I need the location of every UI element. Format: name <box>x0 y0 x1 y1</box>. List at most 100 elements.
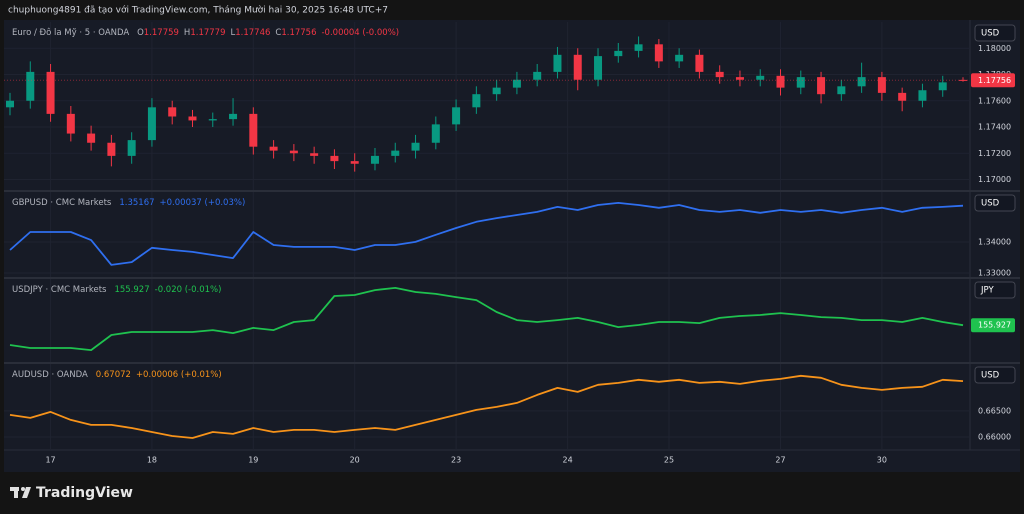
currency-label: JPY <box>980 286 994 296</box>
chart-area <box>4 20 1020 472</box>
candle-body <box>229 113 238 120</box>
currency-label: USD <box>981 199 1000 209</box>
candle-body <box>391 150 400 156</box>
x-tick-label: 30 <box>877 456 887 465</box>
candle-body <box>594 56 603 80</box>
pane-legend: GBPUSD · CMC Markets 1.35167 +0.00037 (+0.… <box>12 198 245 208</box>
pane-title: USDJPY · CMC Markets <box>12 285 107 295</box>
candle-body <box>959 79 967 81</box>
currency-label: USD <box>981 371 1000 381</box>
price-label-box <box>971 73 1015 88</box>
candle-body <box>168 107 177 117</box>
candle-body <box>675 54 684 62</box>
candle-body <box>918 90 927 101</box>
candle-body <box>817 77 826 95</box>
last-value: 0.67072 <box>96 370 131 380</box>
candle-body <box>614 50 623 57</box>
pane-legend: USDJPY · CMC Markets 155.927 -0.020 (-0.01… <box>12 285 221 295</box>
candle-body <box>452 107 461 125</box>
candle-body <box>472 94 481 108</box>
price-label-box <box>971 318 1015 333</box>
logo <box>10 487 31 498</box>
candle-body <box>573 54 582 80</box>
last-value: 155.927 <box>114 285 149 295</box>
candle-body <box>350 161 359 164</box>
currency-box <box>974 24 1016 42</box>
candle-body <box>695 54 704 72</box>
x-tick-label: 20 <box>350 456 360 465</box>
x-tick-label: 19 <box>248 456 258 465</box>
header: chuphuong4891 đã tạo với TradingView.com… <box>8 5 388 16</box>
pane-title: AUDUSD · OANDA <box>12 370 88 380</box>
y-tick-label: 1.34000 <box>978 237 1011 246</box>
candle-body <box>289 150 298 154</box>
x-tick-label: 27 <box>775 456 785 465</box>
currency-box <box>974 366 1016 384</box>
candle-body <box>6 100 14 108</box>
candle-body <box>26 71 35 101</box>
y-tick-label: 1.17200 <box>978 149 1011 158</box>
candle-body <box>654 44 663 62</box>
candle-body <box>66 113 75 134</box>
candle-body <box>208 119 217 121</box>
currency-label: USD <box>981 29 1000 39</box>
candle-body <box>776 75 785 88</box>
x-tick-label: 23 <box>451 456 461 465</box>
ohlc-value: 1.17746 <box>235 28 270 38</box>
candle-body <box>492 87 501 95</box>
y-tick-label: 1.17600 <box>978 96 1011 105</box>
candle-body <box>533 71 542 80</box>
y-tick-label: 1.33000 <box>978 268 1011 277</box>
candle-body <box>269 146 278 151</box>
pane-legend: Euro / Đô la Mỹ · 5 · OANDA O1.17759 H1.17… <box>12 27 399 38</box>
x-tick-label: 24 <box>563 456 573 465</box>
candle-body <box>857 77 866 87</box>
change: -0.020 (-0.01%) <box>155 285 222 295</box>
candle-body <box>512 79 521 88</box>
x-tick-label: 25 <box>664 456 674 465</box>
candle-body <box>756 75 765 80</box>
ohlc-label: L <box>230 28 235 38</box>
ohlc-value: 1.17779 <box>190 28 225 38</box>
candle-body <box>370 155 379 164</box>
candle-body <box>553 54 562 72</box>
candle-body <box>898 92 907 101</box>
candle-body <box>249 113 258 147</box>
y-tick-label: 1.18000 <box>978 44 1011 53</box>
candle-body <box>127 140 136 156</box>
price-label: 1.17756 <box>978 76 1011 85</box>
x-tick-label: 17 <box>45 456 55 465</box>
y-tick-label: 0.66000 <box>978 432 1011 441</box>
currency-box <box>974 194 1016 212</box>
candle-body <box>837 86 846 95</box>
price-line <box>9 374 964 439</box>
price-label: 155.927 <box>978 321 1011 330</box>
candle-body <box>796 77 805 88</box>
y-tick-label: 0.66500 <box>978 406 1011 415</box>
candle-body <box>188 116 197 121</box>
candle-body <box>877 77 886 93</box>
candle-body <box>310 153 319 156</box>
footer-brand: TradingView <box>36 485 133 501</box>
pane-title: GBPUSD · CMC Markets <box>12 198 112 208</box>
candle-body <box>46 71 55 114</box>
candle-body <box>735 77 744 80</box>
pane-title: Euro / Đô la Mỹ · 5 · OANDA <box>12 27 129 38</box>
candle-body <box>431 124 440 143</box>
y-tick-label: 1.17000 <box>978 175 1011 184</box>
change: +0.00037 (+0.03%) <box>160 198 246 208</box>
ohlc-label: O <box>137 28 144 38</box>
ohlc-value: 1.17759 <box>144 28 179 38</box>
price-line <box>9 202 964 266</box>
ohlc-value: 1.17756 <box>281 28 316 38</box>
change: +0.00006 (+0.01%) <box>136 370 222 380</box>
candle-body <box>411 142 420 151</box>
y-tick-label: 1.17400 <box>978 123 1011 132</box>
change: -0.00004 (-0.00%) <box>321 28 399 38</box>
pane-legend: AUDUSD · OANDA 0.67072 +0.00006 (+0.01%) <box>12 370 222 380</box>
candle-body <box>147 107 156 141</box>
price-line <box>9 287 964 351</box>
candle-body <box>938 82 947 91</box>
candle-body <box>330 155 339 162</box>
